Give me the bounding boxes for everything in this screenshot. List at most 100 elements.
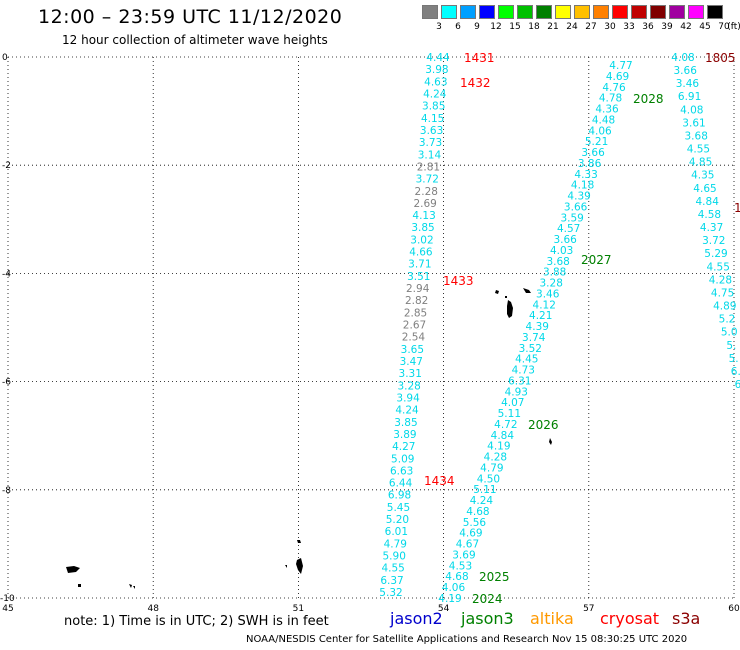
legend-level: 39 [661,22,673,32]
swh-value: 4.15 [421,113,444,125]
swh-value: 4.72 [494,419,517,431]
swh-value: 3.46 [536,288,560,300]
islands [66,288,552,589]
swh-value: 4.19 [438,593,461,605]
legend-swatch [460,5,476,19]
axis-labels: 45 48 51 54 57 60 0 -2 -4 -6 -8 -10 [0,53,740,614]
legend-level: 9 [474,22,480,32]
lat-tick-label: -2 [2,161,11,171]
time-label-edge: 1 [734,201,740,215]
time-label-2027: 2027 [581,253,612,267]
legend-level: 70 [718,22,730,32]
swh-value: 6.44 [389,478,413,490]
swh-value: 5. [729,353,739,365]
swh-value: 4.21 [529,310,552,322]
swh-value: 6.98 [388,490,411,502]
swh-value: 3.66 [674,65,698,77]
legend-level: 27 [585,22,597,32]
swh-value: 4.39 [526,321,549,333]
swh-value: 5.90 [383,551,406,563]
swh-value: 3.98 [425,64,448,76]
swh-value: 4.13 [412,210,435,222]
swh-value: 3.28 [540,278,563,290]
swh-value: 4.84 [696,196,720,208]
map-title: 12:00 – 23:59 UTC 11/12/2020 [38,6,343,28]
jason3-track-a: 4.443.984.634.243.854.153.633.733.142.81… [379,52,450,599]
swh-value: 3.71 [408,259,431,271]
swh-value: 3.74 [522,332,546,344]
swh-value: 4.03 [550,245,573,257]
swh-value: 4.79 [384,538,407,550]
swh-value: 4.39 [567,191,590,203]
swh-value: 3.68 [685,130,708,142]
swh-value: 5. [726,340,736,352]
swh-value: 4.06 [588,125,612,137]
legend-swatch [612,5,628,19]
swh-value: 5.45 [387,502,410,514]
swh-value: 6. [731,366,740,378]
swh-value: 5.29 [704,248,727,260]
swh-value: 5.32 [379,587,402,599]
island-comoros [66,566,135,589]
swh-value: 3.52 [519,343,542,355]
legend-swatch [498,5,514,19]
swh-value: 2.94 [406,283,430,295]
jason3-track-c: 4.083.663.466.914.083.613.684.554.854.35… [671,52,740,391]
swh-value: 6.01 [385,526,408,538]
legend-swatch [688,5,704,19]
swh-value: 3.02 [410,234,433,246]
swh-value: 3.46 [676,78,700,90]
swh-value: 5.11 [498,408,521,420]
swh-value: 5.0 [721,327,738,339]
swh-value: 4.57 [557,223,580,235]
swh-value: 4.48 [592,114,615,126]
swh-value: 6.91 [678,91,701,103]
time-label-2025: 2025 [479,570,510,584]
swh-value: 4.35 [691,170,714,182]
swh-value: 2.28 [415,186,438,198]
swh-value: 3.94 [396,392,420,404]
swh-value: 4.37 [700,222,723,234]
swh-value: 4.66 [409,247,433,259]
swh-value: 2.67 [403,320,426,332]
swh-value: 3.51 [407,271,430,283]
swh-value: 4.63 [424,76,447,88]
swh-value: 4.19 [487,441,510,453]
swh-value: 5.2 [719,314,736,326]
legend-level: 18 [528,22,540,32]
swh-value: 4.33 [574,169,597,181]
swh-value: 4.93 [505,386,528,398]
units-note: note: 1) Time is in UTC; 2) SWH is in fe… [64,614,329,629]
legend-level: 42 [680,22,692,32]
legend-level: 3 [436,22,442,32]
swh-value: 4.77 [609,60,632,72]
swh-value: 4.58 [698,209,721,221]
swh-value: 6.63 [390,465,413,477]
lat-tick-label: -8 [2,486,11,496]
map-grid [7,56,735,599]
legend-unit: (ft) [727,22,740,32]
legend-level: 12 [490,22,502,32]
lat-tick-label: -6 [2,378,11,388]
legend-level: 15 [509,22,521,32]
swh-value: 4.78 [599,93,622,105]
swh-value: 4.07 [501,397,524,409]
lat-tick-label: -10 [0,594,15,604]
swh-value: 3.14 [418,149,442,161]
time-label-1432: 1432 [460,76,491,90]
swh-value: 3.61 [682,117,705,129]
swh-value: 4.55 [687,144,710,156]
swh-value: 3.31 [399,368,422,380]
time-label-1434: 1434 [424,474,455,488]
legend-level: 30 [604,22,616,32]
satellite-label-s3a: s3a [672,609,701,628]
legend-swatch [555,5,571,19]
swh-value: 4.06 [442,582,466,594]
swh-value: 5.09 [391,453,414,465]
swh-value: 4.68 [445,571,468,583]
swh-value: 3.88 [543,267,566,279]
legend-swatch [650,5,666,19]
legend-swatch [574,5,590,19]
lon-tick-label: 57 [583,604,594,614]
